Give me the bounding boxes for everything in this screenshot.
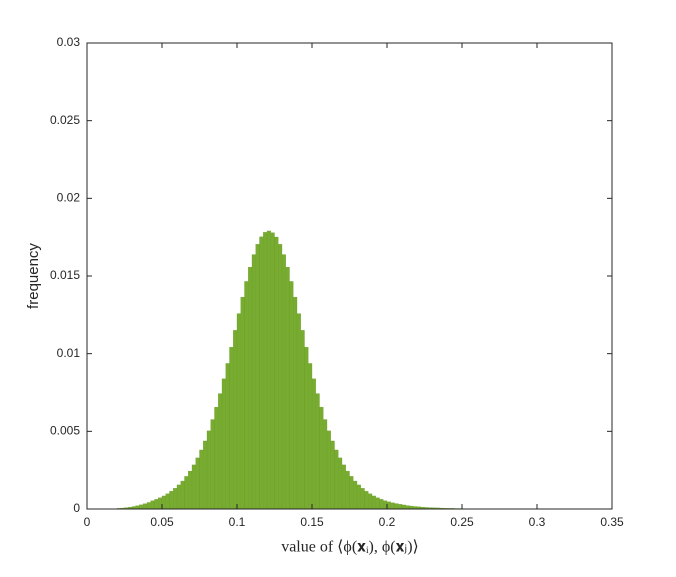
x-tick-label: 0.1 [229,515,246,529]
y-tick-label: 0.025 [50,113,80,127]
bar [158,498,162,509]
bar [192,465,196,509]
bar [282,255,286,509]
bar [215,407,219,509]
bar [226,363,230,509]
bar [297,314,301,509]
bar [350,476,354,509]
x-tick-label: 0.05 [150,515,174,529]
y-tick-label: 0.005 [50,424,80,438]
bar [327,431,331,509]
bar [346,471,350,509]
y-tick-label: 0.015 [50,268,80,282]
bar [357,485,361,509]
bar [402,505,406,509]
bar [241,297,245,509]
y-tick-label: 0.03 [57,35,81,49]
y-tick-label: 0 [73,501,80,515]
bar [361,488,365,509]
bar [342,465,346,509]
bar [267,231,271,509]
bar [147,502,151,509]
bar [233,330,237,509]
bar [395,504,399,509]
bar [203,441,207,509]
x-tick-label: 0.3 [529,515,546,529]
x-tick-label: 0 [84,515,91,529]
bar [181,481,185,509]
x-axis-label: value of ⟨ϕ(𝐱ᵢ), ϕ(𝐱ⱼ)⟩ [281,539,419,556]
bar [320,407,324,509]
bar [308,363,312,509]
bar [353,481,357,509]
x-tick-label: 0.25 [450,515,474,529]
bar [383,501,387,509]
bar [207,431,211,509]
y-axis-label: frequency [25,243,42,309]
bar [316,394,320,509]
bar [260,237,264,509]
bar [188,471,192,509]
bar [252,255,256,509]
bar [185,476,189,509]
bar [398,504,402,509]
bar [263,232,267,509]
bar [151,501,155,509]
bar [338,458,342,509]
bar [218,394,222,509]
bar [196,458,200,509]
bar [365,491,369,509]
bar [271,233,275,509]
bar [155,499,159,509]
bar [290,281,294,509]
bar [372,496,376,509]
bar [256,244,260,509]
bar [140,505,144,509]
x-tick-label: 0.35 [600,515,624,529]
bar [406,506,410,509]
bar [305,347,309,509]
bar [222,379,226,509]
bar [286,267,290,509]
bar [237,314,241,509]
bar [301,330,305,509]
bar [323,420,327,509]
y-tick-label: 0.02 [57,191,81,205]
bar [312,379,316,509]
bar [245,281,249,509]
bar [331,441,335,509]
bar [230,347,234,509]
bar [170,491,174,509]
bar [380,499,384,509]
bar [376,498,380,509]
bar [368,494,372,509]
bar [162,496,166,509]
x-tick-label: 0.15 [300,515,324,529]
bar [387,502,391,509]
bar [173,488,177,509]
bar [335,450,339,509]
bar [211,420,215,509]
y-tick-label: 0.01 [57,346,81,360]
bar [177,485,181,509]
bar [248,267,252,509]
bar [278,244,282,509]
x-tick-label: 0.2 [379,515,396,529]
bar [166,494,170,509]
bar [143,504,147,509]
bar [200,450,204,509]
bar [293,297,297,509]
bar [391,503,395,509]
bar [275,237,279,509]
